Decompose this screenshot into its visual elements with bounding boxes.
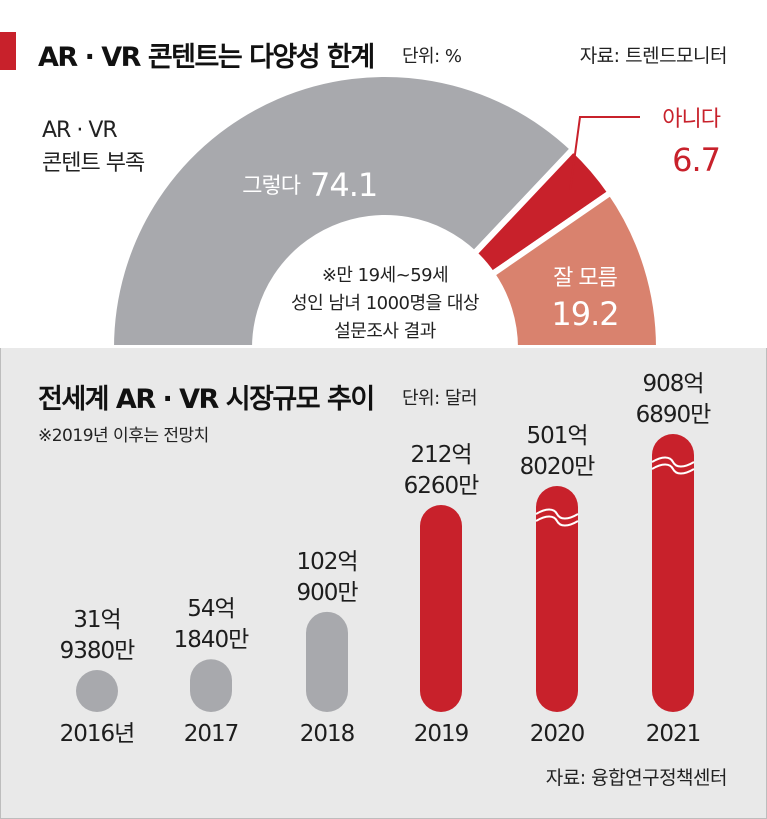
survey-source: 자료: 트렌드모니터 (579, 45, 728, 67)
x-tick-label: 2019 (414, 721, 469, 747)
bar-value-label: 908억 (642, 371, 703, 397)
slice-1-label: 아니다 (662, 107, 720, 132)
x-tick-label: 2021 (646, 721, 701, 747)
slice-0 (107, 71, 578, 348)
bar-5 (652, 434, 694, 712)
axis-break-line (651, 463, 695, 475)
bar-value-label: 102억 (296, 549, 357, 575)
slice-1-leader-line (569, 116, 640, 190)
question-label-line: 콘텐트 부족 (42, 151, 145, 176)
slice-0-value: 74.1 (310, 166, 377, 204)
x-tick-label: 2020 (530, 721, 585, 747)
market-unit: 단위: 달러 (402, 388, 478, 409)
x-tick-label: 2018 (300, 721, 355, 747)
slice-2 (487, 188, 663, 348)
slice-2-value: 19.2 (551, 295, 618, 333)
market-source: 자료: 융합연구정책센터 (545, 767, 728, 789)
bar-value-label: 31억 (73, 607, 120, 633)
bar-2 (306, 611, 348, 712)
slice-2-label: 잘 모름 (553, 266, 617, 291)
survey-note-line: 성인 남녀 1000명을 대상 (291, 293, 479, 314)
forecast-note: ※2019년 이후는 전망치 (38, 426, 209, 446)
bar-value-label: 8020만 (520, 454, 596, 480)
slice-1-value: 6.7 (672, 141, 720, 179)
bar-value-label: 212억 (410, 442, 471, 468)
market-title: 전세계 AR · VR 시장규모 추이 (38, 384, 375, 415)
bar-value-label: 501억 (526, 423, 587, 449)
question-label-line: AR · VR (42, 118, 117, 143)
bar-value-label: 6890만 (636, 402, 712, 428)
bar-4 (536, 486, 578, 712)
bar-3 (420, 505, 462, 712)
bar-1 (190, 659, 232, 712)
survey-note-line: 설문조사 결과 (334, 321, 436, 342)
survey-note-line: ※만 19세~59세 (322, 265, 448, 286)
bar-value-label: 9380만 (60, 638, 136, 664)
slice-0-label: 그렇다 (242, 174, 300, 199)
axis-break-line (535, 515, 579, 527)
x-tick-label: 2017 (184, 721, 239, 747)
title-accent-bar (0, 32, 16, 70)
bar-value-label: 1840만 (174, 627, 250, 653)
x-tick-label: 2016년 (60, 721, 135, 747)
bar-value-label: 900만 (296, 580, 358, 606)
axis-break-line (651, 456, 695, 468)
survey-unit: 단위: % (402, 46, 462, 67)
axis-break-line (535, 508, 579, 520)
bar-value-label: 6260만 (404, 473, 480, 499)
bar-value-label: 54억 (187, 596, 234, 622)
bar-0 (76, 670, 118, 712)
survey-title: AR · VR 콘텐트는 다양성 한계 (38, 42, 375, 73)
